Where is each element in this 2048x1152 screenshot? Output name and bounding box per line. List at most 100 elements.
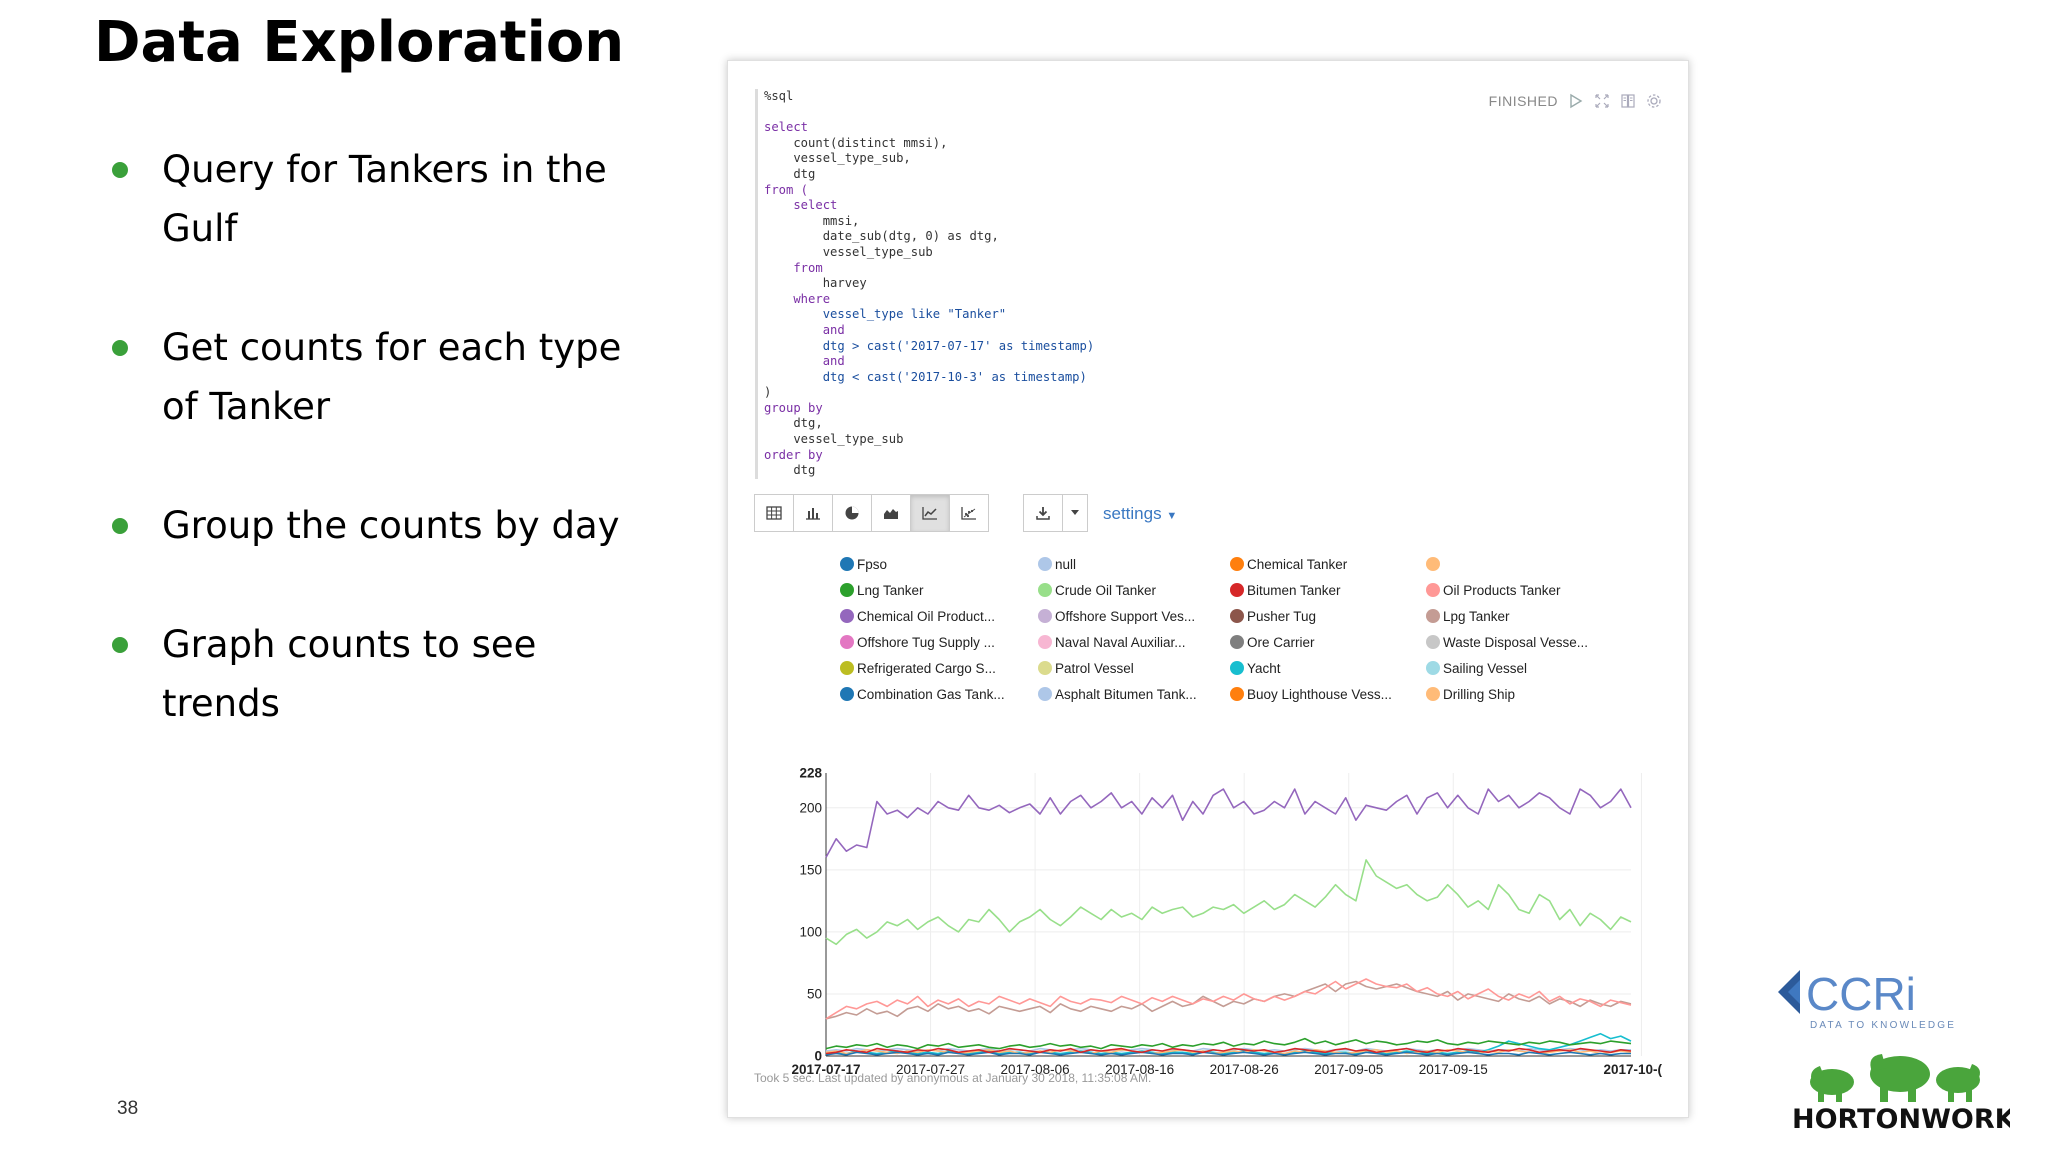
series-line [825,978,1632,1020]
legend-item[interactable]: Naval Naval Auxiliar... [1038,633,1230,651]
legend-swatch[interactable] [1230,557,1244,571]
legend-label: Lpg Tanker [1443,608,1510,624]
legend-swatch[interactable] [840,583,854,597]
legend-label: Drilling Ship [1443,686,1516,702]
legend-swatch[interactable] [1230,687,1244,701]
bullet-item: Group the counts by day [112,496,632,555]
legend-label: Chemical Tanker [1247,556,1348,572]
legend-swatch[interactable] [1038,687,1052,701]
legend-swatch[interactable] [1426,557,1440,571]
chevron-down-icon[interactable] [1062,494,1088,532]
legend-item[interactable]: Chemical Tanker [1230,555,1426,573]
settings-label[interactable]: settings [1103,504,1162,523]
legend-item[interactable]: null [1038,555,1230,573]
page-number: 38 [117,1098,139,1119]
legend-item[interactable]: Refrigerated Cargo S... [840,659,1038,677]
code-line: vessel_type like "Tanker" [822,307,1007,322]
last-updated-text: Took 5 sec. Last updated by anonymous at… [754,1071,1152,1085]
series-line [825,1051,1631,1056]
legend-swatch[interactable] [1230,635,1244,649]
legend-swatch[interactable] [1038,661,1052,675]
legend-item[interactable]: Combination Gas Tank... [840,685,1038,703]
legend-label: Patrol Vessel [1055,660,1134,676]
code-line: dtg [793,166,816,181]
settings-link[interactable]: settings ▼ [1103,504,1177,524]
legend-swatch[interactable] [840,609,854,623]
legend-label: Refrigerated Cargo S... [857,660,996,676]
legend-swatch[interactable] [840,687,854,701]
expand-icon[interactable] [1594,93,1610,109]
code-line: dtg > cast('2017-07-17' as timestamp) [822,338,1095,353]
sql-code[interactable]: %sql select count(distinct mmsi), vessel… [764,89,1094,479]
book-icon[interactable] [1620,93,1636,109]
legend-label: null [1055,556,1077,572]
legend-label: Combination Gas Tank... [857,686,1005,702]
legend-item[interactable]: Pusher Tug [1230,607,1426,625]
legend-item[interactable]: Bitumen Tanker [1230,581,1426,599]
gear-icon[interactable] [1646,93,1662,109]
legend-swatch[interactable] [1426,635,1440,649]
legend-swatch[interactable] [1038,557,1052,571]
legend-swatch[interactable] [1038,635,1052,649]
legend-label: Yacht [1247,660,1281,676]
slide-title: Data Exploration [94,10,625,75]
code-editor[interactable]: %sql select count(distinct mmsi), vessel… [755,89,1094,479]
legend-item[interactable]: Sailing Vessel [1426,659,1626,677]
legend-item[interactable]: Lng Tanker [840,581,1038,599]
legend-item[interactable]: Ore Carrier [1230,633,1426,651]
legend-swatch[interactable] [1230,609,1244,623]
scatter-chart-icon[interactable] [949,494,989,532]
bar-chart-icon[interactable] [793,494,833,532]
legend-item[interactable]: Buoy Lighthouse Vess... [1230,685,1426,703]
legend-item[interactable]: Patrol Vessel [1038,659,1230,677]
legend-swatch[interactable] [1038,583,1052,597]
legend-item[interactable]: Offshore Tug Supply ... [840,633,1038,651]
legend-label: Waste Disposal Vesse... [1443,634,1589,650]
logos: CCRi DATA TO KNOWLEDGE HORTONWORKS [1770,968,2020,1132]
x-tick-label: 2017-08-26 [1210,1062,1279,1077]
y-tick-label: 50 [807,986,822,1001]
legend-swatch[interactable] [840,661,854,675]
legend-swatch[interactable] [1038,609,1052,623]
legend-item[interactable]: Chemical Oil Product... [840,607,1038,625]
legend-item[interactable]: Lpg Tanker [1426,607,1626,625]
table-icon[interactable] [754,494,794,532]
x-tick-label: 2017-09-05 [1314,1062,1383,1077]
legend-item[interactable]: Fpso [840,555,1038,573]
legend-swatch[interactable] [1230,661,1244,675]
legend-swatch[interactable] [1230,583,1244,597]
code-line: vessel_type_sub, [793,151,911,166]
legend-swatch[interactable] [840,557,854,571]
status-text: FINISHED [1488,93,1558,109]
legend-item[interactable] [1426,555,1626,573]
code-line: harvey [822,276,867,291]
legend-label: Buoy Lighthouse Vess... [1247,686,1392,702]
pie-chart-icon[interactable] [832,494,872,532]
caret-down-icon[interactable]: ▼ [1166,510,1178,522]
legend-item[interactable]: Waste Disposal Vesse... [1426,633,1626,651]
legend-item[interactable]: Oil Products Tanker [1426,581,1626,599]
legend-swatch[interactable] [1426,583,1440,597]
paragraph-controls: FINISHED [1489,93,1662,109]
line-chart-icon[interactable] [910,494,950,532]
legend-swatch[interactable] [1426,687,1440,701]
code-line: group by [764,400,823,415]
area-chart-icon[interactable] [871,494,911,532]
legend-item[interactable]: Crude Oil Tanker [1038,581,1230,599]
bullet-item: Query for Tankers in the Gulf [112,140,632,258]
legend-item[interactable]: Asphalt Bitumen Tank... [1038,685,1230,703]
series-line [825,980,1632,1020]
code-line: from ( [764,182,809,197]
legend-swatch[interactable] [1426,661,1440,675]
download-icon[interactable] [1023,494,1063,532]
visualization-toolbar [754,494,989,532]
legend-item[interactable]: Yacht [1230,659,1426,677]
legend-item[interactable]: Drilling Ship [1426,685,1626,703]
x-tick-label: 2017-08-06 [1001,1062,1070,1077]
code-line: and [822,354,845,369]
legend-swatch[interactable] [1426,609,1440,623]
run-icon[interactable] [1568,93,1584,109]
legend-item[interactable]: Offshore Support Ves... [1038,607,1230,625]
y-tick-label: 100 [799,924,822,939]
legend-swatch[interactable] [840,635,854,649]
